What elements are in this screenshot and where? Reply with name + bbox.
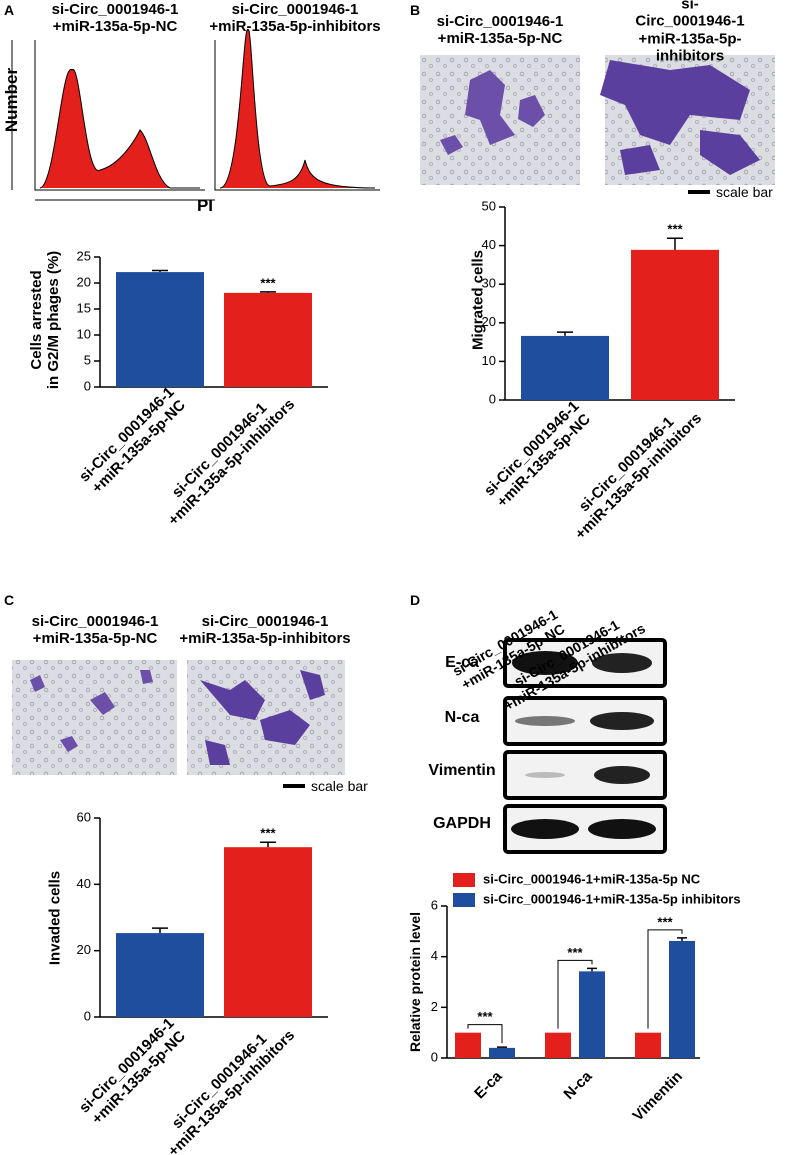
y-tick-label: 60 [77, 809, 91, 824]
blot-row-label: N-ca [444, 708, 480, 726]
micrograph [12, 55, 775, 788]
western-blot [503, 638, 667, 854]
significance-bracket [557, 959, 593, 1029]
image-title: si-Circ_0001946-1 +miR-135a-5p-NC [31, 612, 159, 647]
significance-bracket [467, 1024, 503, 1044]
legend-label: si-Circ_0001946-1+miR-135a-5p NC [483, 871, 701, 887]
scale-bar-label: scale bar [311, 777, 368, 794]
bar [579, 971, 605, 1058]
y-tick-label: 10 [482, 353, 496, 368]
y-tick-label: 0 [489, 391, 496, 406]
image-title: si-Circ_0001946-1 +miR-135a-5p-inhibitor… [209, 0, 381, 35]
y-tick-label: 25 [77, 248, 91, 263]
significance: *** [260, 826, 276, 841]
image-title: si-Circ_0001946-1 +miR-135a-5p-NC [51, 0, 179, 35]
bar [455, 1032, 481, 1058]
significance: *** [657, 914, 673, 929]
error-bar [152, 927, 168, 934]
y-tick-label: 5 [84, 352, 91, 367]
panel-letter: B [410, 1, 421, 18]
histogram-x-label: PI [196, 196, 214, 216]
significance: *** [667, 222, 683, 237]
panel-letter: C [4, 591, 15, 608]
y-tick-label: 4 [431, 948, 438, 963]
bar [224, 292, 312, 387]
significance-bracket [647, 929, 683, 1029]
y-tick-label: 20 [482, 314, 496, 329]
error-bar [667, 237, 683, 250]
panel-letter: D [410, 591, 421, 608]
histogram-y-label: Number [2, 67, 22, 133]
flow-histogram [34, 29, 380, 191]
bar [635, 1032, 661, 1058]
significance: *** [477, 1009, 493, 1024]
blot-row-label: E-ca [445, 653, 479, 671]
legend-swatch [453, 893, 475, 907]
legend-label: si-Circ_0001946-1+miR-135a-5p inhibitors [483, 891, 741, 907]
y-axis-label: Migrated cells [469, 249, 487, 351]
bar [545, 1032, 571, 1058]
bar [631, 249, 719, 400]
y-tick-label: 30 [482, 276, 496, 291]
error-bar [587, 967, 597, 972]
error-bar [260, 291, 276, 293]
y-tick-label: 0 [431, 1049, 438, 1064]
y-tick-label: 20 [77, 942, 91, 957]
panel-letter: A [4, 1, 15, 18]
error-bar [152, 269, 168, 273]
significance: *** [567, 945, 583, 960]
y-axis-label: Invaded cells [46, 870, 64, 966]
y-tick-label: 40 [77, 876, 91, 891]
blot-row-label: Vimentin [428, 761, 496, 779]
y-axis-label: Cells arrested in G2/M phages (%) [27, 250, 62, 390]
image-title: si-Circ_0001946-1 +miR-135a-5p-inhibitor… [179, 612, 351, 647]
image-title: si-Circ_0001946-1 +miR-135a-5p-NC [436, 12, 564, 47]
y-tick-label: 15 [77, 300, 91, 315]
error-bar [557, 331, 573, 336]
bar [489, 1047, 515, 1058]
scale-bar-label: scale bar [716, 183, 773, 200]
bar [521, 335, 609, 400]
y-tick-label: 50 [482, 198, 496, 213]
bar [224, 847, 312, 1017]
y-tick-label: 10 [77, 326, 91, 341]
error-bar [677, 937, 687, 941]
blot-row-label: GAPDH [433, 814, 491, 832]
bar [669, 940, 695, 1058]
y-tick-label: 0 [84, 378, 91, 393]
bar [116, 933, 204, 1017]
y-tick-label: 2 [431, 999, 438, 1014]
y-tick-label: 6 [431, 897, 438, 912]
y-tick-label: 20 [77, 274, 91, 289]
axis-arrow [11, 40, 215, 201]
legend-swatch [453, 873, 475, 887]
y-tick-label: 0 [84, 1008, 91, 1023]
image-title: si-Circ_0001946-1 +miR-135a-5p-inhibitor… [635, 0, 745, 65]
error-bar [497, 1046, 507, 1048]
bar [116, 272, 204, 387]
significance: *** [260, 275, 276, 290]
error-bar [260, 841, 276, 848]
y-axis-label: Relative protein level [406, 911, 423, 1053]
y-tick-label: 40 [482, 237, 496, 252]
